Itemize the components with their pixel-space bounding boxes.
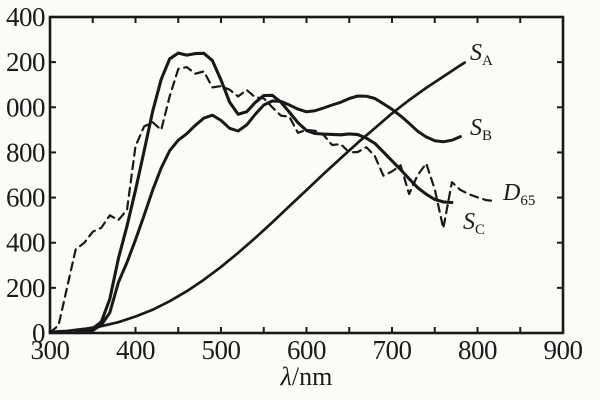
x-axis-title: λ/nm (280, 362, 333, 391)
curve-SB (82, 94, 462, 334)
curve-SC (74, 51, 454, 335)
x-tick-label: 700 (373, 335, 412, 365)
x-axis-tick-labels: 300 400 500 600 700 800 900 (31, 335, 584, 365)
y-tick-label: 800 (6, 137, 45, 167)
curves (48, 51, 496, 335)
curve-label-SC: SC (463, 209, 485, 238)
y-tick-label: 400 (6, 2, 45, 32)
curve-label-SB: SB (470, 115, 492, 144)
curve-SA (48, 61, 467, 334)
y-tick-label: 200 (6, 47, 45, 77)
curve-label-SA: SA (470, 40, 493, 69)
curve-label-D65: D65 (502, 180, 535, 209)
y-tick-label: 000 (6, 92, 45, 122)
x-tick-label: 600 (287, 335, 326, 365)
curve-D65 (48, 66, 496, 334)
axis-ticks (50, 17, 563, 333)
x-tick-label: 400 (116, 335, 155, 365)
curve-labels: SA SB SC D65 (463, 40, 535, 238)
y-tick-label: 400 (6, 228, 45, 258)
y-axis-tick-labels: 0 200 400 600 800 000 200 400 (6, 2, 46, 348)
x-tick-label: 500 (202, 335, 241, 365)
x-tick-label: 900 (544, 335, 583, 365)
y-tick-label: 200 (6, 273, 45, 303)
y-tick-label: 600 (6, 183, 45, 213)
x-tick-label: 800 (458, 335, 497, 365)
x-tick-label: 300 (31, 335, 70, 365)
y-tick-label: 0 (32, 318, 45, 348)
